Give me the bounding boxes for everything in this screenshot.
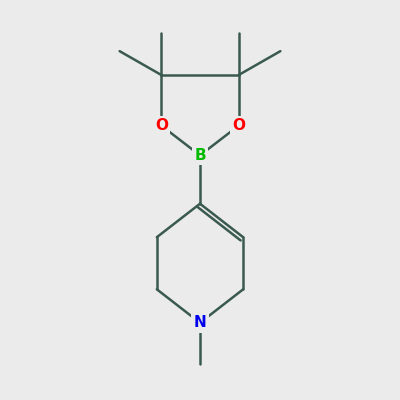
Text: N: N [194, 315, 206, 330]
Text: O: O [155, 118, 168, 133]
Text: O: O [232, 118, 245, 133]
Text: B: B [194, 148, 206, 163]
